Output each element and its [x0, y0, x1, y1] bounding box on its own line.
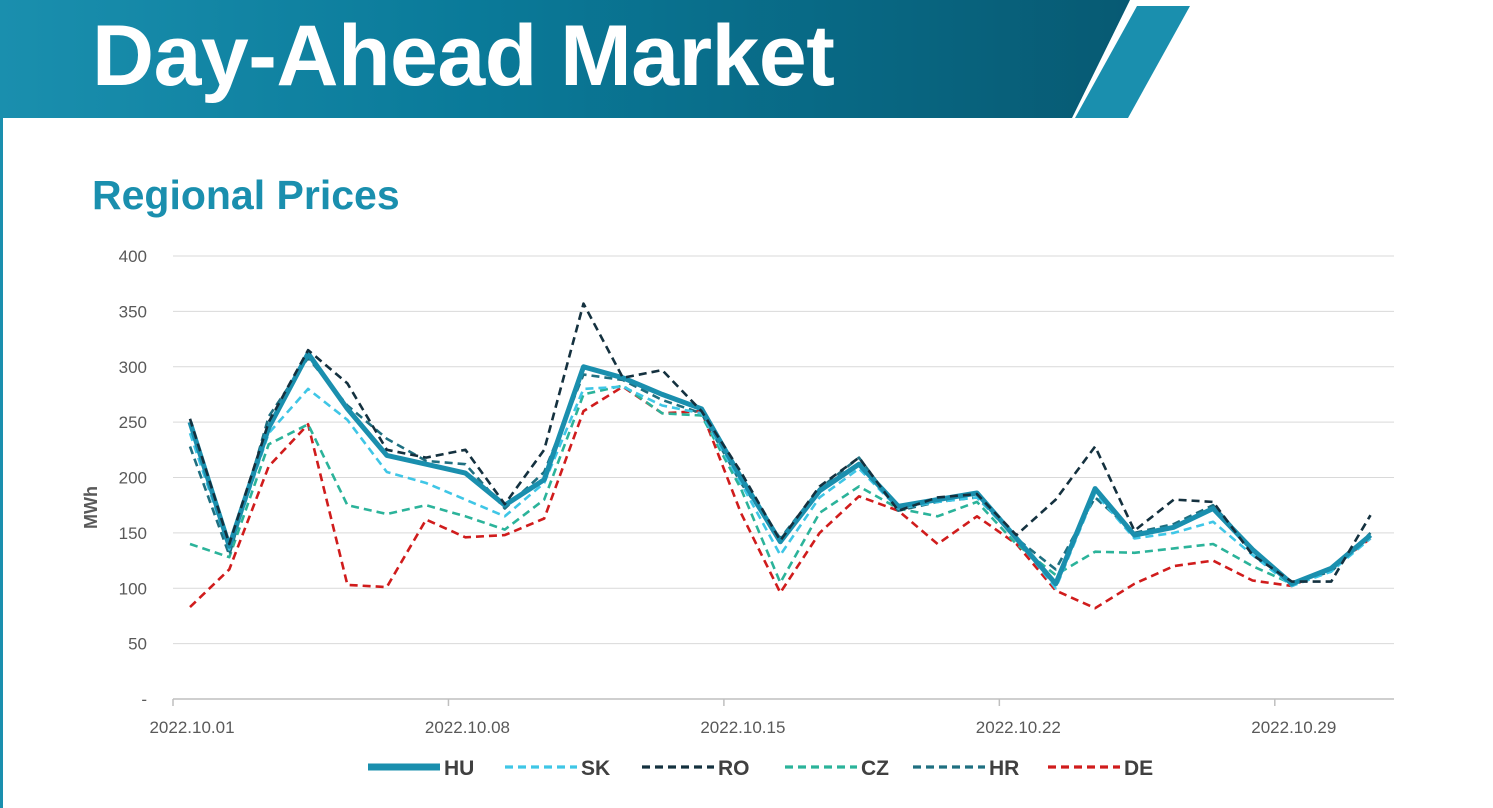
series-line-de [189, 385, 1372, 610]
y-tick-label: - [141, 690, 147, 709]
y-axis-label: MWh [81, 486, 101, 529]
grid-lines [173, 255, 1394, 645]
axes: - 50 100 150 200 250 300 350 400 2022.10.01 2022.1… [81, 247, 1394, 737]
x-tick-label: 2022.10.08 [425, 718, 510, 737]
y-tick-label: 300 [119, 358, 147, 377]
legend-label-hu: HU [444, 757, 474, 780]
y-tick-label: 250 [119, 413, 147, 432]
series-line-sk [188, 385, 1372, 590]
series-line-hu [187, 351, 1373, 587]
x-tick-label: 2022.10.29 [1251, 718, 1336, 737]
x-tick-label: 2022.10.22 [976, 718, 1061, 737]
y-tick-label: 400 [119, 247, 147, 266]
banner-accent-stripe [1075, 6, 1190, 118]
legend-label-sk: SK [581, 757, 610, 780]
series-lines [187, 302, 1373, 610]
y-tick-label: 350 [119, 302, 147, 321]
section-title: Regional Prices [92, 172, 400, 218]
legend-label-hr: HR [989, 757, 1019, 780]
banner-band [0, 0, 1130, 118]
legend-label-de: DE [1124, 757, 1153, 780]
left-accent-rule [0, 117, 3, 808]
x-tick-label: 2022.10.15 [700, 718, 785, 737]
header-banner [0, 0, 1190, 118]
series-line-ro [188, 302, 1372, 583]
legend: HU SK RO CZ HR DE [368, 757, 1153, 780]
y-tick-label: 150 [119, 524, 147, 543]
x-tick-label: 2022.10.01 [149, 718, 234, 737]
series-line-hr [188, 356, 1372, 585]
y-tick-label: 200 [119, 469, 147, 488]
page-title: Day-Ahead Market [92, 8, 835, 104]
legend-label-ro: RO [718, 757, 750, 780]
y-tick-label: 100 [119, 579, 147, 598]
y-tick-label: 50 [128, 635, 147, 654]
legend-label-cz: CZ [861, 757, 889, 780]
series-line-cz [189, 384, 1372, 586]
